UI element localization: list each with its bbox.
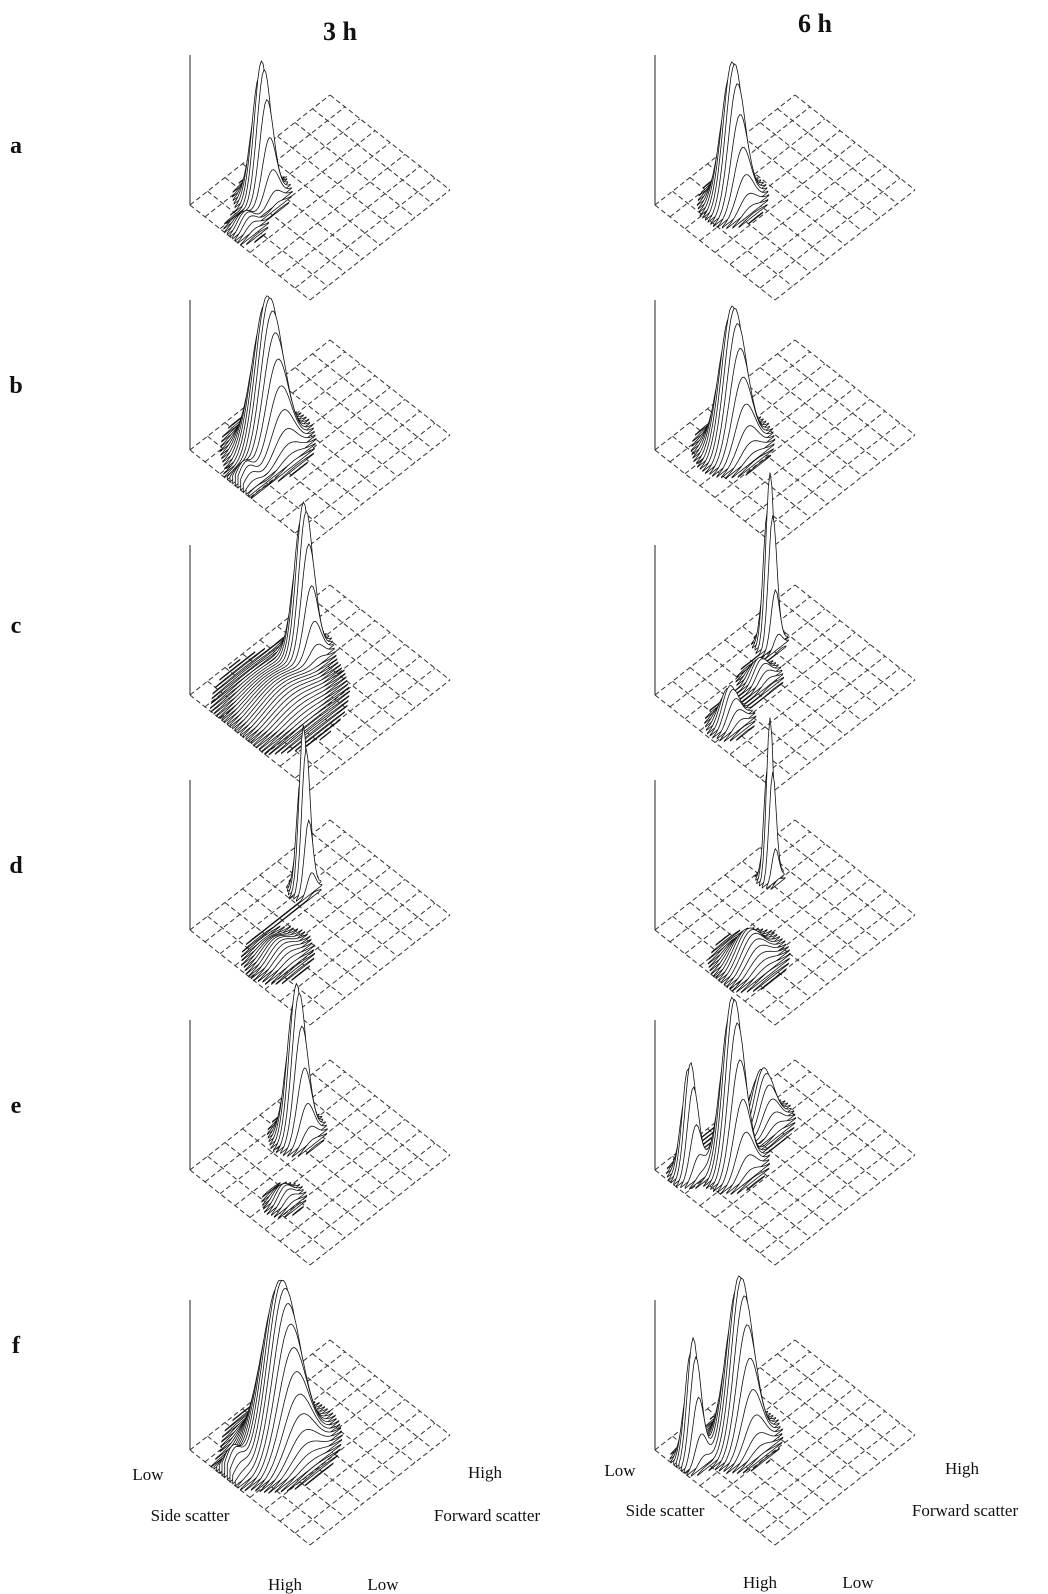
column-header: 6 h bbox=[798, 9, 833, 38]
surface-slice bbox=[320, 731, 331, 740]
row-label: e bbox=[11, 1093, 22, 1119]
grid-line bbox=[295, 368, 415, 463]
grid-line bbox=[760, 903, 900, 1013]
surface-slice bbox=[229, 659, 240, 668]
surface-slice bbox=[710, 1416, 714, 1419]
axis-label: High bbox=[268, 1575, 303, 1594]
column-header: 3 h bbox=[323, 17, 358, 46]
axis-label: High bbox=[743, 1573, 778, 1592]
surface-slice bbox=[766, 1460, 770, 1463]
grid-line bbox=[760, 423, 900, 533]
row-label: b bbox=[9, 373, 22, 399]
grid-line bbox=[778, 1354, 898, 1449]
axis-label: High bbox=[945, 1459, 980, 1478]
axis-label: Low bbox=[132, 1465, 164, 1484]
figure: 3 h 6 h a b c d e f Low Side scatter Hig… bbox=[0, 0, 1048, 1594]
grid-line bbox=[313, 109, 433, 204]
grid-line bbox=[295, 123, 415, 218]
axis-label: Low bbox=[842, 1573, 874, 1592]
grid-line bbox=[778, 834, 898, 929]
row-label: d bbox=[9, 853, 23, 879]
grid-line bbox=[295, 903, 435, 1013]
grid-line bbox=[760, 123, 880, 218]
axis-label: Low bbox=[604, 1461, 636, 1480]
axis-label: Side scatter bbox=[151, 1506, 230, 1525]
grid-line bbox=[760, 1143, 900, 1253]
axis-label: Forward scatter bbox=[912, 1501, 1019, 1520]
grid-line bbox=[313, 1074, 433, 1169]
grid-line bbox=[295, 178, 435, 288]
axis-label: Forward scatter bbox=[434, 1506, 541, 1525]
grid-line bbox=[778, 109, 898, 204]
grid-line bbox=[313, 834, 433, 929]
axis-label: Side scatter bbox=[626, 1501, 705, 1520]
row-label: c bbox=[11, 613, 22, 639]
grid-line bbox=[778, 599, 898, 694]
grid-line bbox=[760, 178, 900, 288]
axis-label: Low bbox=[367, 1575, 399, 1594]
row-label: a bbox=[10, 133, 22, 159]
row-label: f bbox=[12, 1333, 21, 1359]
grid-line bbox=[778, 1074, 898, 1169]
grid-line bbox=[295, 1143, 435, 1253]
grid-line bbox=[313, 354, 433, 449]
grid-line bbox=[760, 368, 880, 463]
plots bbox=[190, 55, 915, 1545]
grid-line bbox=[760, 1368, 880, 1463]
grid-line bbox=[778, 354, 898, 449]
axis-label: High bbox=[468, 1463, 503, 1482]
